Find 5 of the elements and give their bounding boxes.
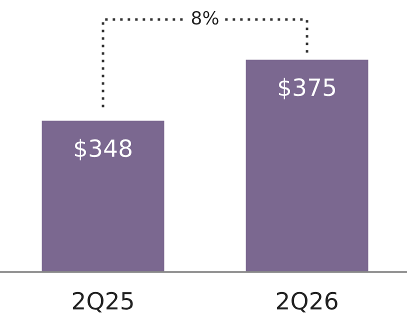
x-tick-label: 2Q26 (276, 292, 338, 312)
data-label: $348 (74, 138, 132, 160)
annotation: 8% (192, 11, 218, 25)
x-tick-label: 2Q25 (72, 292, 133, 312)
data-label: $375 (278, 78, 336, 100)
